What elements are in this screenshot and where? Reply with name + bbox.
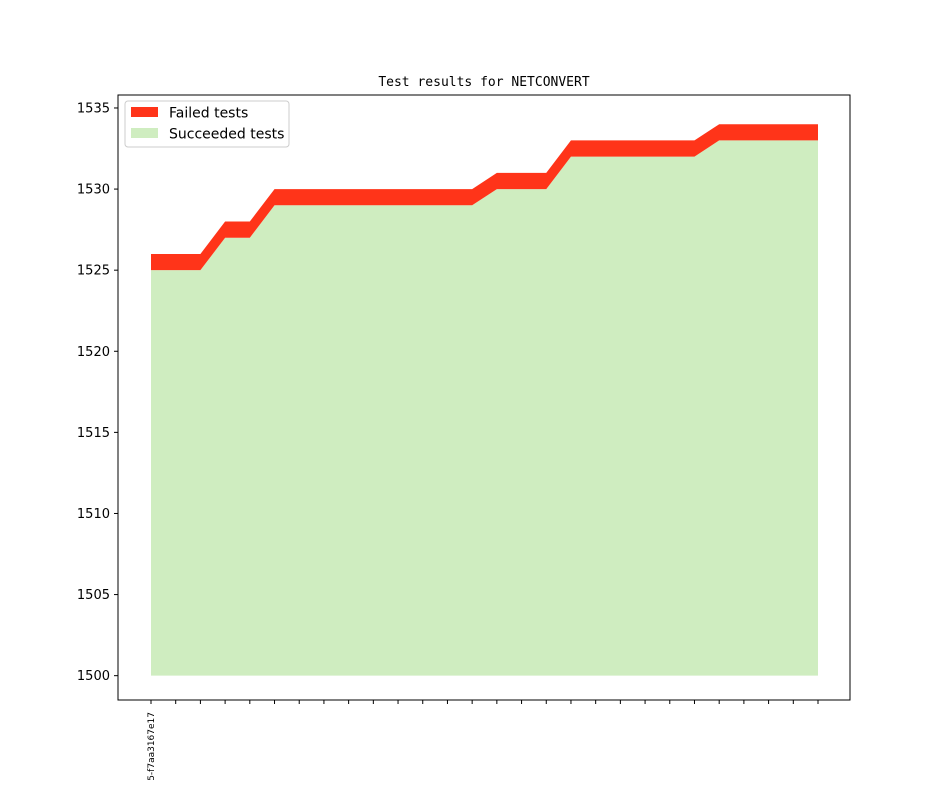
y-tick-label: 1500 — [77, 669, 110, 684]
y-tick-label: 1520 — [77, 345, 110, 360]
x-tick-label: 5-f7aa3167e17 — [147, 712, 157, 781]
legend-swatch-succeeded — [131, 128, 158, 138]
x-axis: 5-f7aa3167e17 — [147, 700, 819, 781]
legend-label-succeeded: Succeeded tests — [169, 127, 284, 143]
y-tick-label: 1510 — [77, 507, 110, 522]
legend-box — [124, 100, 290, 148]
plot-frame — [117, 94, 851, 701]
area-failed-tests — [151, 124, 818, 271]
y-tick-label: 1535 — [77, 101, 110, 116]
chart-title: Test results for NETCONVERT — [378, 75, 589, 90]
legend-label-failed: Failed tests — [169, 106, 248, 122]
y-tick-label: 1530 — [77, 183, 110, 198]
y-axis: 1500 1505 1510 1515 1520 1525 1530 1535 — [77, 101, 118, 684]
legend-swatch-failed — [131, 107, 158, 117]
y-tick-label: 1525 — [77, 264, 110, 279]
area-succeeded-tests — [151, 140, 818, 676]
legend: Failed tests Succeeded tests — [124, 100, 290, 148]
y-tick-label: 1505 — [77, 588, 110, 603]
area-layers — [151, 124, 818, 676]
y-tick-label: 1515 — [77, 426, 110, 441]
